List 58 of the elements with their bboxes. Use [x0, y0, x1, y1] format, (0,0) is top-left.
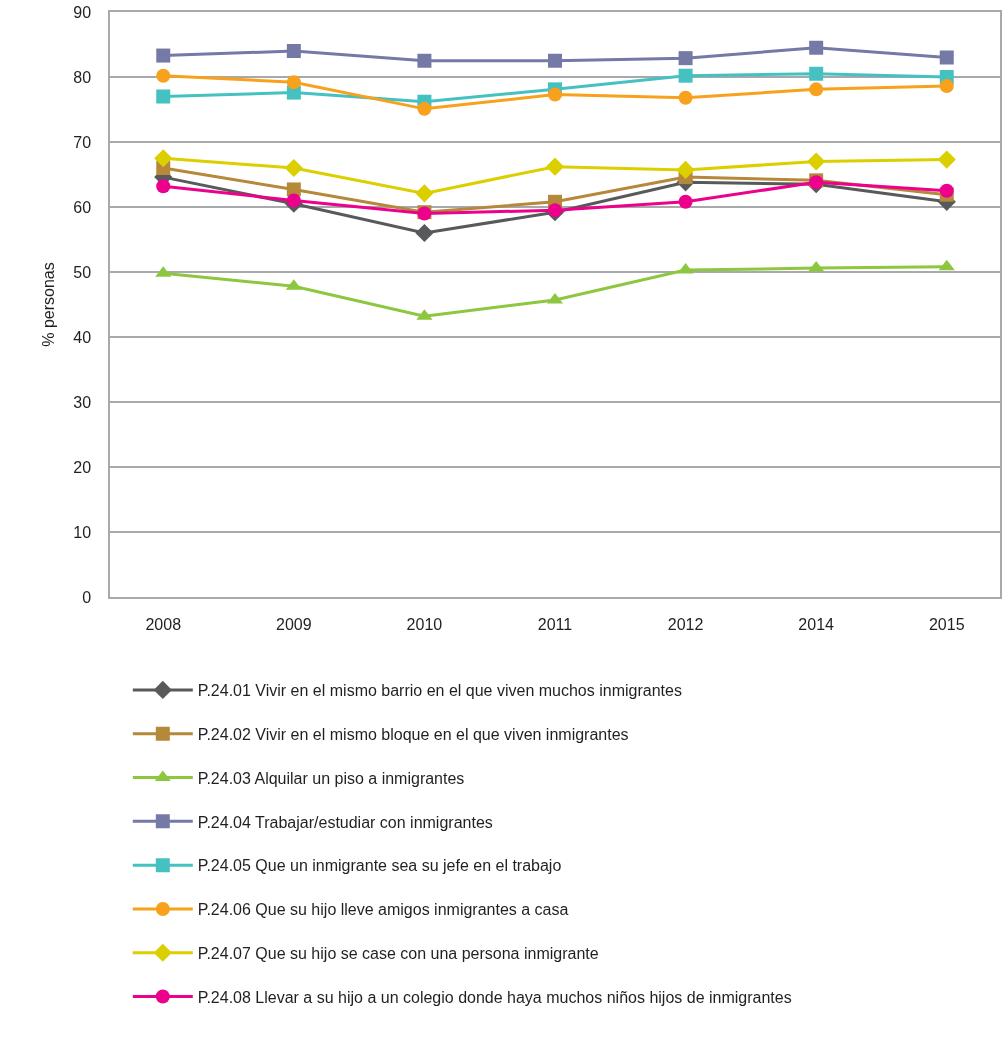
- point: [286, 44, 301, 58]
- y-tick-label: 60: [73, 198, 92, 216]
- point: [156, 179, 171, 194]
- x-tick-label: 2008: [145, 615, 182, 633]
- point: [678, 90, 693, 105]
- x-tick-label: 2010: [406, 615, 443, 633]
- y-tick-label: 30: [73, 393, 92, 411]
- y-tick-label: 90: [73, 3, 92, 21]
- point: [807, 152, 826, 171]
- y-tick-label: 10: [73, 523, 92, 541]
- point: [676, 160, 695, 180]
- y-axis-title: % personas: [39, 262, 57, 347]
- legend-label: P.24.08 Llevar a su hijo a un colegio donde haya muchos niños hijos de inmigrantes: [197, 988, 792, 1006]
- point: [938, 259, 955, 271]
- x-tick-label: 2009: [276, 615, 312, 633]
- point: [545, 157, 565, 176]
- point: [548, 203, 562, 218]
- point: [937, 150, 956, 169]
- y-tick-label: 20: [73, 458, 92, 476]
- point: [156, 89, 171, 104]
- y-tick-label: 70: [73, 133, 92, 151]
- point: [417, 53, 432, 68]
- point: [939, 50, 954, 65]
- point: [286, 193, 301, 208]
- point: [939, 183, 954, 198]
- point: [809, 40, 824, 55]
- point: [286, 182, 301, 197]
- point: [809, 66, 824, 81]
- x-tick-label: 2011: [537, 615, 573, 633]
- legend-label: P.24.07 Que su hijo se case con una persona inmigrante: [197, 944, 599, 962]
- point: [809, 82, 824, 97]
- y-tick-label: 40: [73, 328, 92, 346]
- point: [678, 68, 693, 83]
- point: [156, 68, 171, 83]
- point: [156, 48, 171, 63]
- point: [939, 79, 954, 94]
- x-tick-label: 2012: [667, 615, 704, 633]
- point: [678, 51, 693, 66]
- legend-label: P.24.01 Vivir en el mismo barrio en el que viven muchos inmigrantes: [197, 682, 682, 700]
- y-tick-label: 80: [73, 68, 92, 86]
- x-tick-label: 2015: [928, 615, 965, 633]
- y-tick-label: 50: [73, 263, 92, 281]
- legend-label: P.24.04 Trabajar/estudiar con inmigrantes: [197, 813, 493, 831]
- point: [154, 149, 173, 168]
- point: [548, 87, 562, 102]
- point: [415, 223, 434, 243]
- point: [417, 101, 432, 116]
- point: [415, 184, 434, 203]
- x-tick-label: 2014: [798, 615, 835, 633]
- point: [286, 75, 301, 90]
- legend-label: P.24.02 Vivir en el mismo bloque en el que viven inmigrantes: [197, 725, 629, 743]
- legend-label: P.24.03 Alquilar un piso a inmigrantes: [197, 769, 465, 787]
- point: [284, 158, 303, 178]
- y-tick-label: 0: [82, 588, 92, 606]
- legend-label: P.24.06 Que su hijo lleve amigos inmigrantes a casa: [197, 901, 569, 919]
- legend-label: P.24.05 Que un inmigrante sea su jefe en el trabajo: [197, 857, 562, 875]
- point: [678, 194, 693, 209]
- point: [548, 53, 562, 68]
